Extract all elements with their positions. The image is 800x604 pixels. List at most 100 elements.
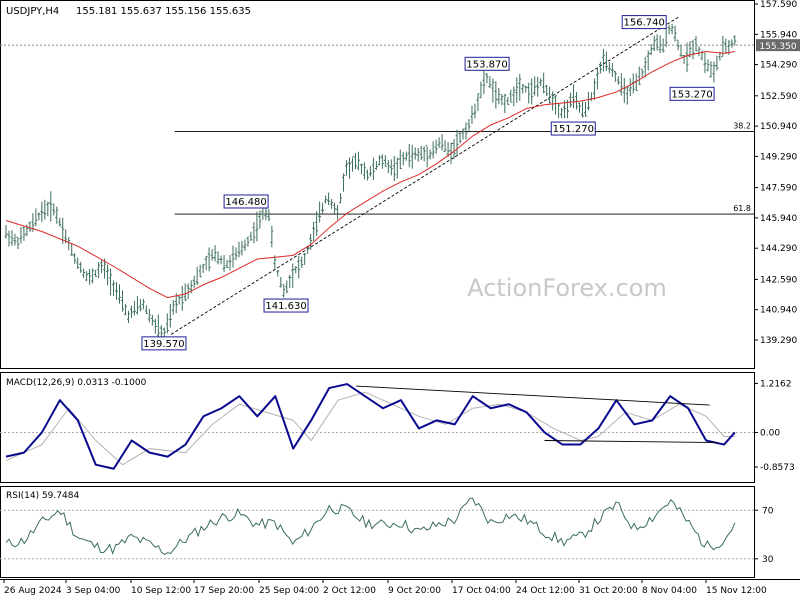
ohlc-bar <box>120 290 124 312</box>
x-tick-label: 17 Sep 20:00 <box>194 586 254 596</box>
ohlc-bar <box>91 268 95 284</box>
price-y-tick-label: 152.590 <box>760 92 797 102</box>
ohlc-bar <box>491 78 495 103</box>
ohlc-bar <box>258 210 262 229</box>
price-y-tick-label: 157.590 <box>760 0 797 10</box>
ohlc-bar <box>309 233 313 250</box>
price-panel-frame <box>0 0 755 369</box>
ohlc-bar <box>703 52 707 74</box>
ohlc-bar <box>79 261 83 273</box>
ohlc-bar <box>255 211 259 242</box>
x-tick-label: 26 Aug 2024 <box>4 586 62 596</box>
ohlc-bar <box>497 87 501 105</box>
ohlc-bar <box>156 314 160 339</box>
ohlc-bar <box>575 92 579 110</box>
ohlc-bar <box>249 231 253 241</box>
ohlc-bar <box>213 245 217 262</box>
ohlc-bar <box>458 131 462 144</box>
ohlc-bar <box>321 202 325 214</box>
ohlc-bar <box>270 225 274 248</box>
rsi-y-tick-label: 70 <box>762 506 774 516</box>
ohlc-bar <box>10 230 14 246</box>
ohlc-bar <box>350 155 354 172</box>
ohlc-bar <box>655 34 659 51</box>
ohlc-bar <box>545 84 549 96</box>
ohlc-bar <box>506 97 510 105</box>
ohlc-bar <box>691 40 695 60</box>
price-label: 156.740 <box>624 18 665 29</box>
rsi-panel-frame <box>0 486 755 578</box>
ohlc-bar <box>183 283 187 302</box>
chart-title: USDJPY,H4 <box>6 6 59 17</box>
ohlc-bar <box>231 245 235 268</box>
ohlc-bar <box>342 173 346 192</box>
price-y-tick-label: 142.590 <box>760 275 797 285</box>
ohlc-bar <box>640 68 644 79</box>
ohlc-bar <box>115 281 119 300</box>
ohlc-bar <box>112 280 116 297</box>
ohlc-bar <box>533 76 537 96</box>
price-label: 146.480 <box>225 197 266 208</box>
ohlc-bar <box>554 95 558 115</box>
ohlc-bar <box>339 193 343 204</box>
ohlc-bar <box>437 137 441 148</box>
price-label-box <box>669 86 715 101</box>
ohlc-bars <box>4 23 737 339</box>
price-label-box <box>621 15 667 30</box>
x-tick-label: 10 Sep 12:00 <box>131 586 191 596</box>
ohlc-bar <box>58 217 62 227</box>
ohlc-bar <box>330 199 334 209</box>
fib-level-label: 61.8 <box>733 204 751 213</box>
ohlc-bar <box>273 255 277 270</box>
ohlc-bar <box>118 284 122 304</box>
macd-y-tick-label: 0.00 <box>760 428 780 438</box>
ohlc-bar <box>601 48 605 72</box>
ohlc-bar <box>37 212 41 221</box>
ohlc-bar <box>503 93 507 114</box>
ohlc-bar <box>306 246 310 254</box>
ohlc-bar <box>294 266 298 274</box>
ohlc-bar <box>446 141 450 158</box>
ohlc-bar <box>422 146 426 162</box>
ohlc-bar <box>100 259 104 274</box>
ohlc-bar <box>243 239 247 251</box>
price-y-tick-label: 144.290 <box>760 244 797 254</box>
x-tick-label: 15 Nov 12:00 <box>706 586 767 596</box>
ohlc-bar <box>219 255 223 265</box>
ohlc-bar <box>276 270 280 277</box>
ohlc-bar <box>425 145 429 168</box>
ohlc-bar <box>521 84 525 94</box>
price-y-tick-label: 154.290 <box>760 61 797 71</box>
ohlc-bar <box>67 236 71 251</box>
macd-y-tick-label: 1.2162 <box>760 379 792 389</box>
ohlc-bar <box>667 24 671 35</box>
ohlc-bar <box>207 247 211 272</box>
ohlc-bar <box>494 81 498 109</box>
ohlc-bar <box>694 36 698 52</box>
ohlc-bar <box>551 91 555 111</box>
price-label: 153.870 <box>466 59 507 70</box>
ohlc-bar <box>392 156 396 182</box>
ohlc-bar <box>216 251 220 265</box>
ohlc-bar <box>225 259 229 268</box>
ohlc-bar <box>150 314 154 326</box>
ohlc-bar <box>664 27 668 48</box>
ohlc-bar <box>467 118 471 131</box>
x-tick-label: 2 Oct 12:00 <box>323 586 376 596</box>
ohlc-bar <box>580 101 584 118</box>
ohlc-bar <box>16 236 20 250</box>
ohlc-bar <box>586 91 590 111</box>
ohlc-bar <box>512 86 516 107</box>
ohlc-bar <box>413 147 417 160</box>
ohlc-bar <box>368 165 372 177</box>
ohlc-bar <box>572 84 576 109</box>
ohlc-bar <box>70 243 74 256</box>
ohlc-bar <box>52 203 56 216</box>
ohlc-bar <box>607 62 611 74</box>
ohlc-bar <box>147 308 151 323</box>
ohlc-bar <box>267 209 271 222</box>
ohlc-bar <box>28 221 32 232</box>
x-tick-label: 31 Oct 20:00 <box>579 586 638 596</box>
current-price-box <box>756 39 800 52</box>
ohlc-bar <box>515 77 519 103</box>
